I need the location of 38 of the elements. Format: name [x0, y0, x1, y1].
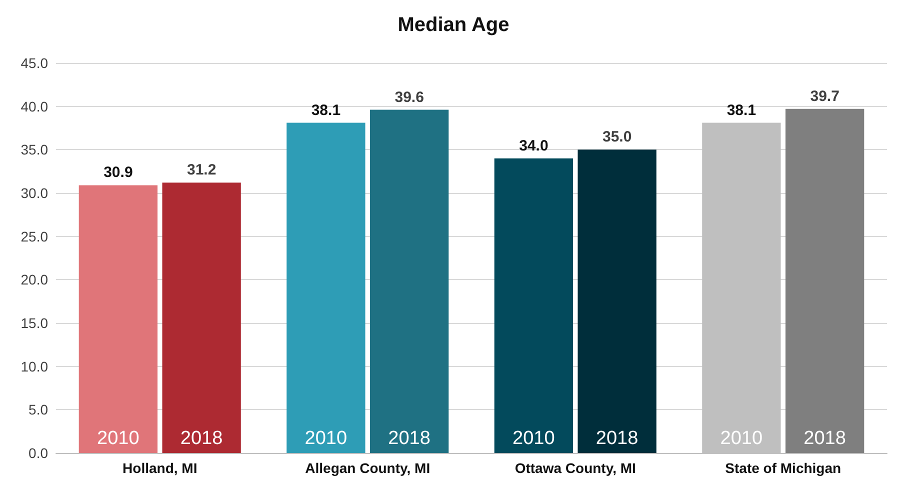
bar: [78, 185, 158, 453]
x-tick-label: Allegan County, MI: [305, 460, 430, 476]
series-label: 2010: [97, 428, 140, 449]
y-tick-label: 5.0: [28, 402, 48, 418]
text: 2018: [596, 428, 638, 449]
bar: [162, 182, 241, 453]
y-tick-label: 25.0: [20, 228, 48, 244]
y-tick-label: 10.0: [20, 358, 48, 374]
y-tick-label: 40.0: [20, 98, 48, 114]
bar: [785, 108, 864, 453]
chart-title: Median Age: [398, 14, 510, 36]
text: 2018: [388, 428, 430, 449]
x-tick-label: Holland, MI: [122, 460, 198, 476]
data-label: 39.7: [810, 88, 840, 105]
data-label: 30.9: [104, 164, 133, 182]
bar: [286, 122, 366, 453]
text: 2010: [304, 428, 348, 449]
bar: [370, 110, 449, 453]
x-tick-label: Ottawa County, MI: [514, 460, 636, 476]
y-tick-label: 30.0: [20, 185, 48, 201]
data-label: 35.0: [602, 128, 632, 146]
y-tick-label: 15.0: [20, 315, 48, 331]
data-label: 38.1: [311, 102, 341, 119]
series-label: 2018: [180, 428, 223, 449]
text: 2010: [720, 428, 763, 449]
data-label: 38.1: [726, 102, 756, 119]
bar: [494, 158, 574, 453]
y-tick-label: 20.0: [20, 272, 48, 288]
x-tick-label: State of Michigan: [725, 460, 842, 476]
data-label: 34.0: [519, 137, 548, 154]
data-label: 31.2: [186, 162, 216, 179]
data-label: 39.6: [394, 88, 424, 106]
y-tick-label: 45.0: [20, 55, 48, 71]
y-tick-label: 0.0: [28, 445, 48, 461]
text: 2018: [804, 428, 846, 449]
text: 2010: [512, 428, 555, 449]
y-tick-label: 35.0: [20, 142, 48, 158]
bar: [578, 150, 656, 453]
